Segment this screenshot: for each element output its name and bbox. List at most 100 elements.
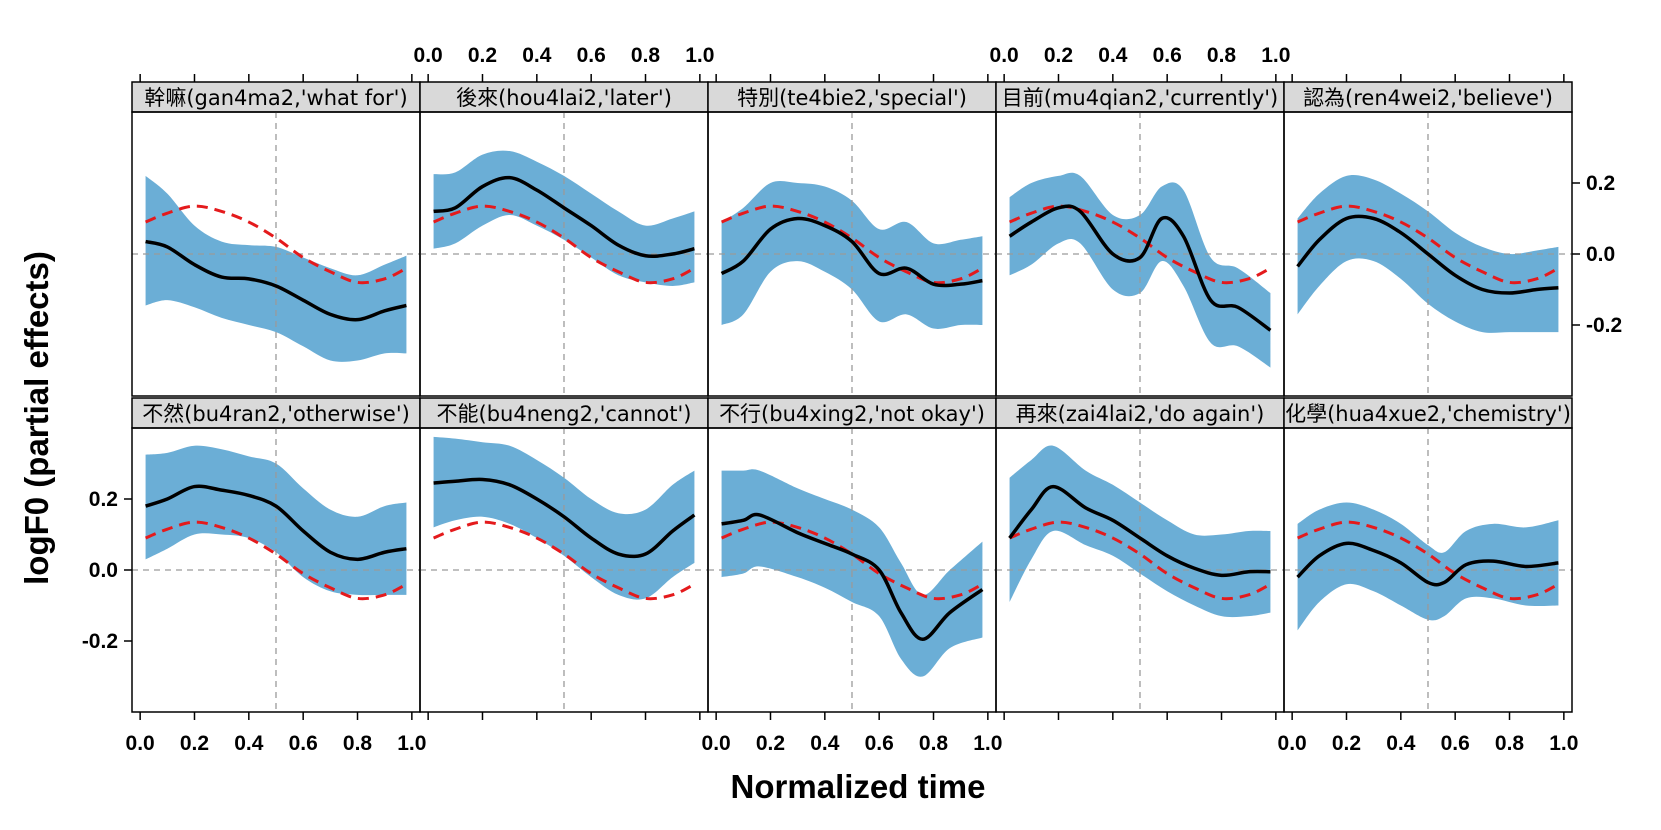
panel-9: 再來(zai4lai2,'do again'): [995, 397, 1285, 720]
confidence-band: [721, 181, 983, 329]
x-tick-label: 0.0: [414, 44, 443, 67]
reference-curve: [145, 204, 408, 285]
x-tick-label: 0.2: [756, 732, 785, 755]
panel-10: 化學(hua4xue2,'chemistry') 0.0 0.2 0.4 0.6 0.8 1…: [1278, 397, 1578, 755]
x-tick-label: 1.0: [1549, 732, 1578, 755]
y-tick-label: -0.2: [1586, 314, 1622, 337]
panel-strip-label: 幹嘛(gan4ma2,'what for'): [144, 86, 407, 110]
x-tick-label: 1.0: [1261, 44, 1290, 67]
reference-curve: [1009, 204, 1272, 285]
x-tick-label: 0.0: [1278, 732, 1307, 755]
panel-strip: [131, 397, 421, 429]
x-tick-label: 0.8: [1207, 44, 1237, 67]
x-tick-label: 0.0: [702, 732, 731, 755]
reference-curve: [721, 520, 984, 601]
fitted-curve: [145, 484, 407, 562]
panel-strip-label: 化學(hua4xue2,'chemistry'): [1285, 402, 1571, 426]
x-tick-label: 0.2: [1332, 732, 1361, 755]
x-tick-label: 0.2: [1044, 44, 1073, 67]
panel-strip: [707, 397, 997, 429]
panel-3: 特別(te4bie2,'special'): [707, 74, 997, 397]
y-tick-label: 0.0: [89, 559, 118, 582]
panel-plot-area: [1284, 112, 1572, 396]
panel-strip: [131, 81, 421, 113]
panel-strip-label: 不然(bu4ran2,'otherwise'): [142, 402, 410, 426]
x-tick-label: 0.0: [126, 732, 155, 755]
reference-curve: [433, 204, 696, 285]
panel-strip: [419, 397, 709, 429]
x-tick-label: 0.8: [343, 732, 373, 755]
panel-plot-area: [708, 112, 996, 396]
panel-2: 後來(hou4lai2,'later') 0.0 0.2 0.4 0.6 0.8 1.0: [414, 44, 714, 397]
panel-plot-area: [132, 428, 420, 712]
y-tick-label: 0.0: [1586, 243, 1615, 266]
reference-curve: [721, 204, 984, 285]
x-tick-label: 0.4: [1386, 732, 1416, 755]
panel-strip-label: 再來(zai4lai2,'do again'): [1016, 402, 1265, 426]
panel-4: 目前(mu4qian2,'currently') 0.0 0.2 0.4 0.6 0.8 1…: [990, 44, 1290, 397]
reference-curve: [145, 520, 408, 601]
x-tick-label: 0.6: [1441, 732, 1470, 755]
panel-strip-label: 不能(bu4neng2,'cannot'): [437, 402, 692, 426]
panel-strip-label: 特別(te4bie2,'special'): [737, 86, 967, 110]
fitted-curve: [433, 175, 695, 259]
panel-strip-label: 認為(ren4wei2,'believe'): [1303, 86, 1553, 110]
y-tick-label: 0.2: [89, 488, 118, 511]
x-tick-label: 1.0: [397, 732, 426, 755]
y-axis-title: logF0 (partial effects): [18, 251, 55, 585]
panel-strip-label: 不行(bu4xing2,'not okay'): [719, 402, 985, 426]
fitted-curve: [433, 477, 696, 559]
x-tick-label: 0.8: [1495, 732, 1525, 755]
x-tick-label: 0.6: [865, 732, 894, 755]
panel-strip: [995, 397, 1285, 429]
panel-6: 不然(bu4ran2,'otherwise') 0.0 0.2 0.4 0.6 0.8 1.…: [82, 397, 426, 755]
confidence-band: [1297, 502, 1559, 631]
x-tick-label: 0.8: [919, 732, 949, 755]
panel-plot-area: [996, 112, 1284, 396]
fitted-curve: [721, 512, 984, 641]
panel-plot-area: [996, 428, 1284, 712]
fitted-curve: [145, 239, 407, 322]
panel-strip-label: 目前(mu4qian2,'currently'): [1002, 86, 1278, 110]
fitted-curve: [1296, 214, 1559, 295]
panel-plot-area: [420, 428, 708, 712]
x-tick-label: 1.0: [685, 44, 714, 67]
x-tick-label: 0.6: [1153, 44, 1182, 67]
panel-plot-area: [132, 112, 420, 396]
fitted-curve: [1008, 204, 1272, 332]
panel-7: 不能(bu4neng2,'cannot'): [419, 397, 709, 720]
x-tick-label: 0.2: [180, 732, 209, 755]
fitted-curve: [1008, 484, 1271, 578]
panel-strip-label: 後來(hou4lai2,'later'): [456, 86, 672, 110]
y-tick-label: 0.2: [1586, 172, 1615, 195]
panel-border: [1283, 427, 1573, 713]
panel-1: 幹嘛(gan4ma2,'what for'): [131, 74, 421, 397]
x-tick-label: 0.6: [577, 44, 606, 67]
x-axis-title: Normalized time: [731, 768, 986, 805]
reference-curve: [1297, 520, 1560, 601]
x-tick-label: 0.8: [631, 44, 661, 67]
panel-strip: [995, 81, 1285, 113]
x-tick-label: 0.4: [522, 44, 552, 67]
panel-strip: [1283, 397, 1573, 429]
y-tick-label: -0.2: [82, 630, 118, 653]
reference-curve: [433, 520, 696, 601]
x-tick-label: 1.0: [973, 732, 1002, 755]
panel-plot-area: [420, 112, 708, 396]
x-tick-label: 0.0: [990, 44, 1019, 67]
panel-plot-area: [1284, 428, 1572, 712]
panel-grid: 幹嘛(gan4ma2,'what for') 後來(hou4lai2,'later…: [82, 44, 1622, 755]
reference-curve: [1297, 204, 1560, 285]
panel-strip: [1283, 81, 1573, 113]
fitted-curve: [720, 216, 983, 288]
x-tick-label: 0.6: [289, 732, 318, 755]
panel-8: 不行(bu4xing2,'not okay') 0.0 0.2 0.4 0.6 0.8 1.…: [702, 397, 1002, 755]
x-tick-label: 0.4: [234, 732, 264, 755]
x-tick-label: 0.4: [1098, 44, 1128, 67]
fitted-curve: [1296, 541, 1559, 587]
panel-plot-area: [708, 428, 996, 712]
x-tick-label: 0.4: [810, 732, 840, 755]
reference-curve: [1009, 520, 1272, 601]
x-tick-label: 0.2: [468, 44, 497, 67]
